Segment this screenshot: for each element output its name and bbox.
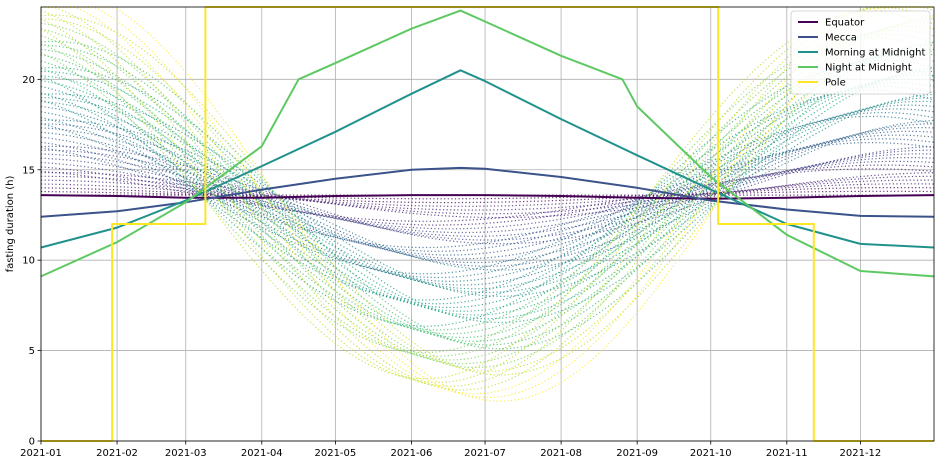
latitude-fan-curve [41,6,934,395]
x-tick-label: 2021-04 [241,448,283,459]
latitude-fan-curves [40,6,935,402]
x-tick-label: 2021-06 [391,448,433,459]
latitude-fan-curve [40,6,935,387]
latitude-fan-curve [40,183,935,207]
latitude-fan-curve [40,66,935,324]
latitude-fan-curve [40,51,935,339]
legend-label: Mecca [825,33,857,44]
latitude-fan-curve [40,115,935,275]
x-tick-label: 2021-03 [165,448,207,459]
y-tick-label: 0 [29,437,35,448]
latitude-fan-curve [40,74,935,316]
axis-ticks: 2021-01 2021-02 2021-03 2021-04 2021-05 2021-… [20,75,881,459]
legend-box [790,10,931,95]
latitude-fan-curve [40,111,935,279]
x-tick-label: 2021-02 [96,448,138,459]
legend-label: Morning at Midnight [825,48,925,59]
series-line-night-at-midnight [40,9,935,278]
x-tick-label: 2021-10 [690,448,732,459]
x-tick-label: 2021-12 [840,448,882,459]
latitude-fan-curve [40,119,935,271]
latitude-fan-curve [40,14,935,376]
latitude-fan-curve [40,55,935,335]
x-tick-label: 2021-07 [464,448,506,459]
y-tick-label: 15 [22,165,35,176]
latitude-fan-curve [40,63,935,327]
latitude-fan-curve [40,10,935,380]
latitude-fan-curve [40,81,935,309]
x-tick-label: 2021-05 [314,448,356,459]
y-tick-label: 10 [22,256,35,267]
latitude-fan-curve [40,48,935,342]
legend-label: Pole [825,78,846,89]
x-tick-label: 2021-11 [766,448,808,459]
latitude-fan-curve [40,29,935,361]
x-tick-label: 2021-09 [616,448,658,459]
x-tick-label: 2021-01 [20,448,62,459]
y-tick-label: 5 [29,346,35,357]
y-axis-label: fasting duration (h) [5,175,16,272]
latitude-fan-curve [40,142,935,249]
plot-frame [40,6,935,442]
y-tick-label: 20 [22,75,35,86]
latitude-fan-curve [40,190,934,200]
legend: Equator Mecca Morning at Midnight Night at … [790,10,931,95]
legend-label: Night at Midnight [825,63,912,74]
latitude-fan-curve [40,160,935,230]
latitude-fan-curve [40,33,935,357]
legend-label: Equator [825,18,865,29]
series-line-mecca [40,166,935,218]
latitude-fan-curve [40,126,935,264]
series-line-morning-at-midnight [40,69,935,249]
latitude-fan-curve [40,7,935,384]
latitude-fan-curve [41,6,934,399]
x-tick-label: 2021-08 [540,448,582,459]
latitude-fan-curve [40,187,935,204]
latitude-fan-curve [41,149,934,241]
latitude-fan-curve [40,93,935,297]
latitude-fan-curve [40,138,935,252]
latitude-fan-curve [40,108,935,282]
latitude-fan-curve [40,157,935,234]
latitude-fan-curve [40,25,935,365]
latitude-fan-curve [41,123,934,267]
latitude-fan-curve [40,168,935,222]
series-line-equator [40,194,935,200]
latitude-fan-curve [40,70,935,320]
latitude-fan-curve [40,36,935,354]
latitude-fan-curve [40,172,935,219]
